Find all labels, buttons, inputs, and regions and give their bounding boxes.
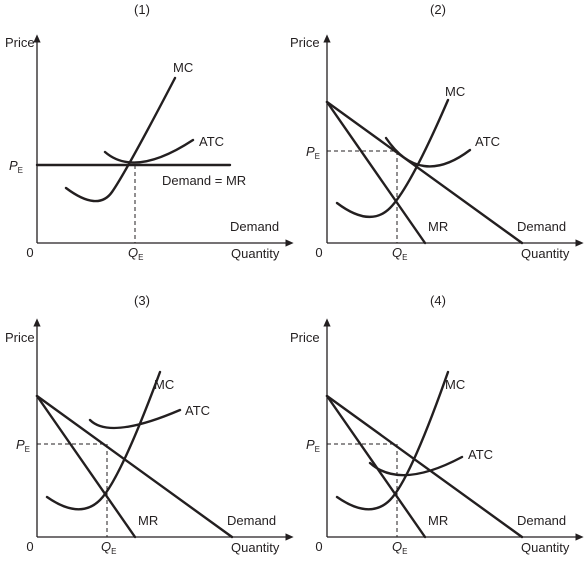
panel-4-demand-label: Demand	[517, 513, 566, 528]
panel-2-atc-label: ATC	[475, 134, 500, 149]
panel-2: (2) Price 0 Quantity MC ATC MR Demand PE…	[290, 2, 584, 262]
panel-3-y-axis-label: Price	[5, 330, 35, 345]
panel-2-demand-label: Demand	[517, 219, 566, 234]
panel-4-atc-label: ATC	[468, 447, 493, 462]
panel-3-qe-label: QE	[101, 539, 116, 556]
panel-3-mc-label: MC	[154, 377, 174, 392]
panel-2-x-axis-label: Quantity	[521, 246, 570, 261]
panel-3-mr-label: MR	[138, 513, 158, 528]
panel-3-x-axis-label: Quantity	[231, 540, 280, 555]
panel-1-mc-label: MC	[173, 60, 193, 75]
panel-4-mc-label: MC	[445, 377, 465, 392]
panel-3-demand-line	[35, 394, 234, 539]
panel-4-atc-curve	[368, 455, 464, 477]
panel-1-mc-curve	[64, 76, 177, 203]
panel-3-pe-label: PE	[16, 437, 30, 454]
panel-3-origin: 0	[26, 539, 33, 554]
panel-4-mc-curve	[335, 370, 450, 511]
panel-2-atc-curve	[384, 136, 472, 168]
panel-2-qe-label: QE	[392, 245, 407, 262]
panel-4-y-axis-label: Price	[290, 330, 320, 345]
panel-1-demand-label: Demand	[230, 219, 279, 234]
panel-2-mr-label: MR	[428, 219, 448, 234]
panel-4-demand-line	[325, 394, 524, 539]
panel-3-number: (3)	[134, 293, 150, 308]
panel-2-pe-label: PE	[306, 144, 320, 161]
panel-4-mr-label: MR	[428, 513, 448, 528]
panel-2-mc-label: MC	[445, 84, 465, 99]
panel-4-qe-label: QE	[392, 539, 407, 556]
panel-1: (1) Price 0 Quantity MC ATC Demand = MR …	[5, 2, 294, 262]
panel-1-pe-label: PE	[9, 158, 23, 175]
panel-2-mr-line	[325, 100, 427, 245]
panel-3-demand-label: Demand	[227, 513, 276, 528]
panel-3: (3) Price 0 Quantity MC ATC MR Demand PE…	[5, 293, 294, 556]
panel-1-x-axis-label: Quantity	[231, 246, 280, 261]
panel-3-atc-curve	[88, 408, 182, 430]
panel-1-atc-label: ATC	[199, 134, 224, 149]
panel-3-atc-label: ATC	[185, 403, 210, 418]
panel-2-number: (2)	[430, 2, 446, 17]
panel-1-number: (1)	[134, 2, 150, 17]
panel-3-mc-curve	[45, 370, 162, 511]
panel-1-atc-curve	[103, 138, 195, 164]
panel-1-y-axis-label: Price	[5, 35, 35, 50]
panel-1-qe-label: QE	[128, 245, 143, 262]
panel-1-demand-mr-label: Demand = MR	[162, 173, 246, 188]
panel-4-pe-label: PE	[306, 437, 320, 454]
panel-2-y-axis-label: Price	[290, 35, 320, 50]
panel-4-number: (4)	[430, 293, 446, 308]
panel-1-origin: 0	[26, 245, 33, 260]
panel-2-mc-curve	[335, 98, 450, 219]
panel-2-demand-line	[325, 100, 524, 245]
panel-4-x-axis-label: Quantity	[521, 540, 570, 555]
panel-2-origin: 0	[315, 245, 322, 260]
panel-4: (4) Price 0 Quantity MC ATC MR Demand PE…	[290, 293, 584, 556]
panel-3-mr-line	[35, 394, 137, 539]
panel-4-origin: 0	[315, 539, 322, 554]
